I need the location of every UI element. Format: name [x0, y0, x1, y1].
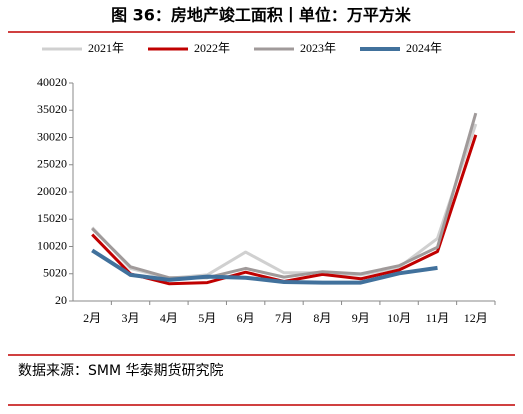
- y-tick-label: 40020: [37, 75, 67, 89]
- y-tick-label: 25020: [37, 157, 67, 171]
- x-tick-label: 7月: [275, 311, 293, 325]
- x-tick-label: 11月: [426, 311, 450, 325]
- legend-label: 2021年: [88, 41, 124, 55]
- y-tick-label: 20020: [37, 184, 67, 198]
- x-tick-label: 5月: [198, 311, 216, 325]
- x-tick-label: 2月: [83, 311, 101, 325]
- x-tick-label: 8月: [313, 311, 331, 325]
- legend-label: 2024年: [406, 41, 442, 55]
- series-line: [91, 112, 478, 280]
- x-tick-label: 6月: [237, 311, 255, 325]
- legend-label: 2022年: [194, 41, 230, 55]
- series-line: [91, 248, 438, 285]
- y-tick-label: 15020: [37, 211, 67, 225]
- x-tick-label: 4月: [160, 311, 178, 325]
- chart-title: 图 36：房地产竣工面积丨单位：万平方米: [111, 6, 412, 25]
- y-tick-label: 10020: [37, 238, 67, 252]
- x-tick-label: 12月: [464, 311, 488, 325]
- y-tick-label: 20: [55, 293, 67, 307]
- y-tick-label: 35020: [37, 102, 67, 116]
- x-tick-label: 9月: [352, 311, 370, 325]
- y-tick-label: 30020: [37, 129, 67, 143]
- source: 数据来源：SMM 华泰期货研究院: [18, 362, 224, 379]
- x-tick-label: 3月: [122, 311, 140, 325]
- y-tick-label: 5020: [43, 266, 67, 280]
- legend-label: 2023年: [300, 41, 336, 55]
- series-line: [91, 134, 478, 286]
- x-tick-label: 10月: [387, 311, 411, 325]
